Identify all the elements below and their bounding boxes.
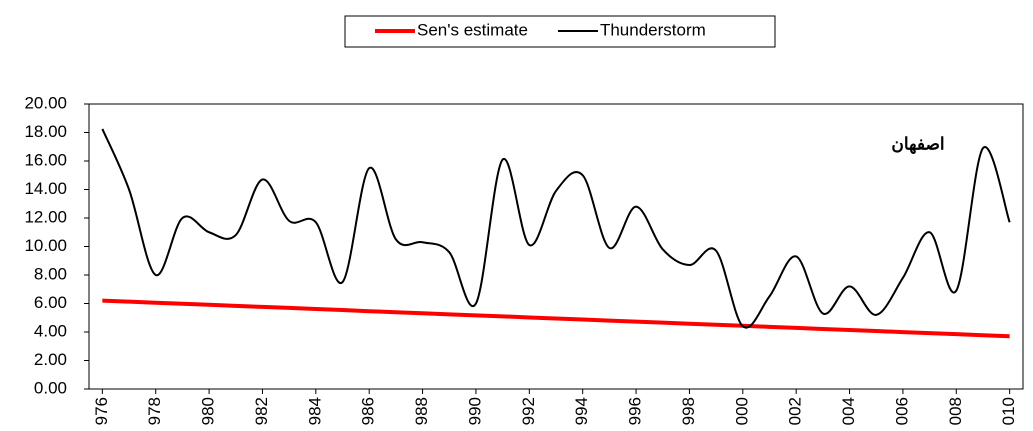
x-tick-label: 1986 bbox=[359, 397, 378, 426]
x-tick-label: 1994 bbox=[572, 397, 591, 426]
y-tick-label: 8.00 bbox=[34, 264, 67, 283]
y-tick-label: 18.00 bbox=[24, 122, 67, 141]
x-tick-label: 1998 bbox=[679, 397, 698, 426]
x-tick-label: 1990 bbox=[465, 397, 484, 426]
x-tick-label: 2002 bbox=[786, 397, 805, 426]
x-tick-label: 1996 bbox=[626, 397, 645, 426]
line-series bbox=[101, 128, 1011, 329]
y-tick-label: 12.00 bbox=[24, 207, 67, 226]
y-tick-label: 20.00 bbox=[24, 93, 67, 112]
y-tick-label: 16.00 bbox=[24, 150, 67, 169]
y-tick-label: 14.00 bbox=[24, 179, 67, 198]
y-tick-label: 10.00 bbox=[24, 236, 67, 255]
x-tick-label: 2008 bbox=[946, 397, 965, 426]
x-tick-label: 2004 bbox=[839, 397, 858, 426]
x-tick-label: 1976 bbox=[92, 397, 111, 426]
legend-label: Thunderstorm bbox=[600, 20, 706, 39]
annotation: اصفهان bbox=[891, 134, 944, 154]
x-tick-label: 1980 bbox=[199, 397, 218, 426]
y-tick-label: 2.00 bbox=[34, 350, 67, 369]
x-tick-label: 2010 bbox=[999, 397, 1018, 426]
x-tick-label: 1978 bbox=[145, 397, 164, 426]
y-tick-label: 6.00 bbox=[34, 293, 67, 312]
y-tick-label: 0.00 bbox=[34, 378, 67, 397]
y-tick-label: 4.00 bbox=[34, 321, 67, 340]
legend-label: Sen's estimate bbox=[417, 20, 528, 39]
line-series bbox=[102, 298, 1010, 339]
x-tick-label: 2006 bbox=[892, 397, 911, 426]
x-tick-label: 1992 bbox=[519, 397, 538, 426]
x-tick-label: 1988 bbox=[412, 397, 431, 426]
x-tick-label: 2000 bbox=[732, 397, 751, 426]
x-tick-label: 1984 bbox=[305, 397, 324, 426]
x-tick-label: 1982 bbox=[252, 397, 271, 426]
